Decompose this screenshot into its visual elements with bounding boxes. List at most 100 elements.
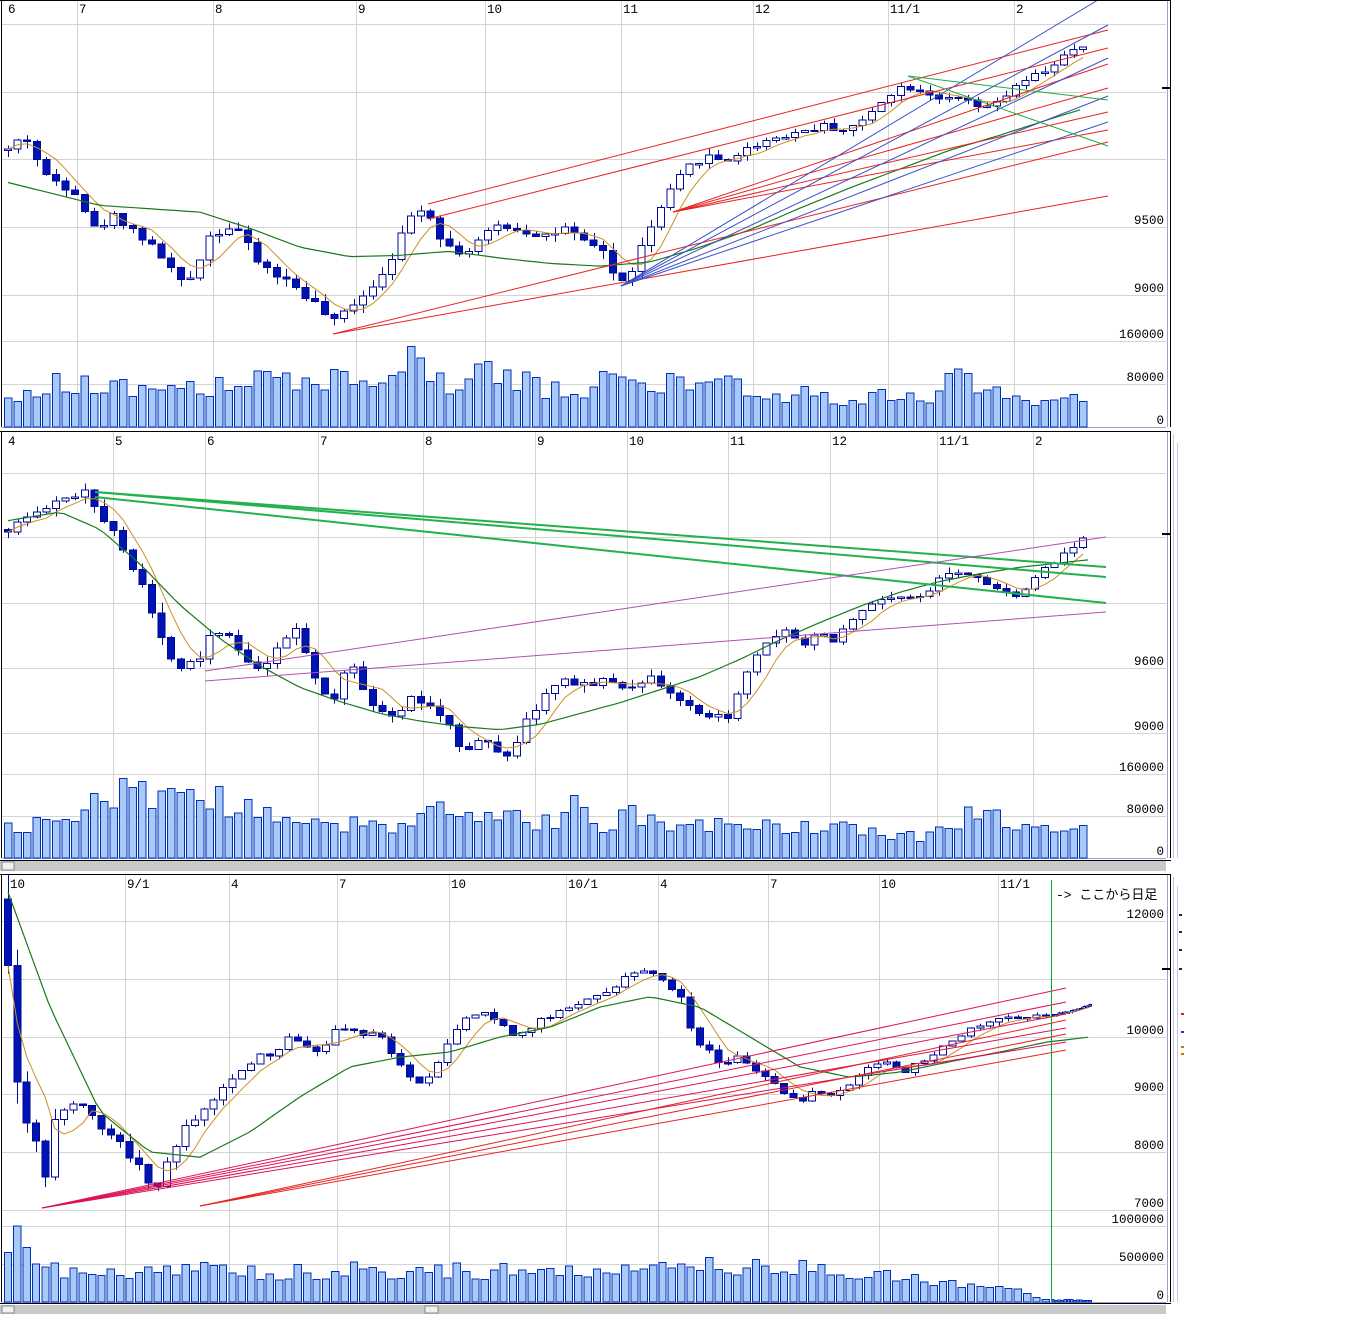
trend-line [427, 47, 1109, 220]
axis-labels: 10 9/1 4 7 10 10/1 4 7 10 11/1 12000 10000 9000 8000 7… [10, 878, 1164, 1303]
trend-line [427, 29, 1109, 205]
x-axis-label: 11/1 [1000, 878, 1030, 892]
x-axis-label: 4 [660, 878, 668, 892]
trend-lines[interactable] [94, 491, 1107, 682]
ma-short-line [7, 57, 1084, 311]
x-axis-label: 10 [451, 878, 466, 892]
x-axis-label: 7 [320, 435, 328, 449]
volume-bars [3, 345, 1088, 428]
trend-line [94, 491, 1107, 578]
trend-line [41, 1041, 1067, 1209]
candlesticks [4, 44, 1088, 326]
y-axis-label: 500000 [1119, 1251, 1164, 1265]
y-axis-label: 9500 [1134, 214, 1164, 228]
chart-panel-bottom-longrange[interactable]: -> ここから日足 10 9/1 4 7 10 10/1 4 7 10 11/1 12000 1000… [0, 874, 1184, 1314]
trend-line [199, 1033, 1067, 1207]
gridlines [2, 875, 1166, 1303]
x-axis-label: 10 [10, 878, 25, 892]
x-axis-label: 10 [487, 3, 502, 17]
gridlines [2, 1, 1166, 428]
panel-border [0, 431, 1171, 861]
chart-panel-top-weekly[interactable]: 6 7 8 9 10 11 12 11/1 2 9500 9000 160000 80000 0 [0, 0, 1171, 428]
x-axis-label: 2 [1035, 435, 1043, 449]
y-axis-label: 9000 [1134, 720, 1164, 734]
y-axis-label: 9600 [1134, 655, 1164, 669]
x-axis-label: 12 [755, 3, 770, 17]
x-axis-label: 7 [770, 878, 778, 892]
scrollbar-thumb[interactable] [424, 1305, 439, 1314]
panel-border [0, 0, 1171, 427]
x-axis-label: 5 [115, 435, 123, 449]
chart-panel-middle-weekly[interactable]: 4 5 6 7 8 9 10 11 12 11/1 2 9600 9000 160000 80000 0 [0, 431, 1178, 871]
ma-short-line [7, 965, 1091, 1172]
scrollbar-thumb[interactable] [1, 861, 15, 871]
x-axis-label: 6 [207, 435, 215, 449]
trend-line [94, 491, 1107, 568]
trend-line [332, 195, 1109, 335]
y-axis-label: 9000 [1134, 282, 1164, 296]
axis-scroll-tick[interactable] [1162, 533, 1170, 535]
trend-line [41, 1001, 1067, 1209]
axis-scroll-tick[interactable] [1162, 87, 1170, 89]
y-axis-label: 0 [1156, 845, 1164, 859]
volume-bars [3, 1225, 1092, 1303]
y-axis-label: 8000 [1134, 1139, 1164, 1153]
x-axis-label: 8 [215, 3, 223, 17]
x-axis-label: 7 [79, 3, 87, 17]
y-axis-label: 160000 [1119, 761, 1164, 775]
trend-line [672, 87, 1109, 213]
horizontal-scrollbar[interactable] [0, 861, 1166, 871]
trend-line [204, 611, 1107, 682]
x-axis-label: 11/1 [890, 3, 920, 17]
trend-line [199, 1049, 1067, 1207]
trend-line [907, 75, 1109, 147]
daily-annotation-label: -> ここから日足 [1056, 888, 1157, 903]
y-axis-label: 7000 [1134, 1197, 1164, 1211]
x-axis-label: 10 [629, 435, 644, 449]
trend-line [199, 1019, 1067, 1207]
panel-border [0, 874, 1171, 1304]
ma-long-line [7, 512, 1089, 731]
axis-scroll-tick[interactable] [1162, 968, 1170, 970]
moving-average-lines [7, 498, 1089, 749]
y-axis-label: 0 [1156, 414, 1164, 428]
margin-indicator-marks [1179, 914, 1184, 1055]
x-axis-label: 8 [425, 435, 433, 449]
x-axis-label: 10 [881, 878, 896, 892]
right-margin-track [1173, 434, 1178, 858]
trend-line [620, 24, 1109, 287]
trend-line [672, 129, 1109, 213]
x-axis-label: 9/1 [127, 878, 150, 892]
trend-line [41, 1027, 1067, 1209]
trend-line [94, 496, 1107, 604]
y-axis-label: 1000000 [1111, 1213, 1164, 1227]
trend-line [907, 75, 1109, 101]
x-axis-label: 2 [1016, 3, 1024, 17]
trend-line [620, 57, 1109, 287]
x-axis-label: 9 [537, 435, 545, 449]
x-axis-label: 4 [8, 435, 16, 449]
trend-line [332, 141, 1109, 335]
trend-lines[interactable] [332, 0, 1109, 335]
trend-lines[interactable] [41, 987, 1067, 1209]
x-axis-label: 7 [339, 878, 347, 892]
right-margin-track [1173, 877, 1178, 1302]
trend-line [620, 95, 1109, 287]
x-axis-label: 11/1 [939, 435, 969, 449]
y-axis-label: 9000 [1134, 1081, 1164, 1095]
x-axis-label: 12 [832, 435, 847, 449]
trend-line [672, 63, 1109, 213]
x-axis-label: 6 [8, 3, 16, 17]
y-axis-label: 160000 [1119, 328, 1164, 342]
trend-line [620, 0, 1099, 287]
y-axis-label: 80000 [1126, 803, 1164, 817]
horizontal-scrollbar[interactable] [0, 1305, 1166, 1314]
x-axis-label: 9 [358, 3, 366, 17]
moving-average-lines [7, 57, 1084, 311]
moving-average-lines [7, 891, 1091, 1172]
candlesticks [4, 483, 1088, 762]
scrollbar-thumb[interactable] [1, 1305, 15, 1314]
trend-line [672, 111, 1109, 213]
